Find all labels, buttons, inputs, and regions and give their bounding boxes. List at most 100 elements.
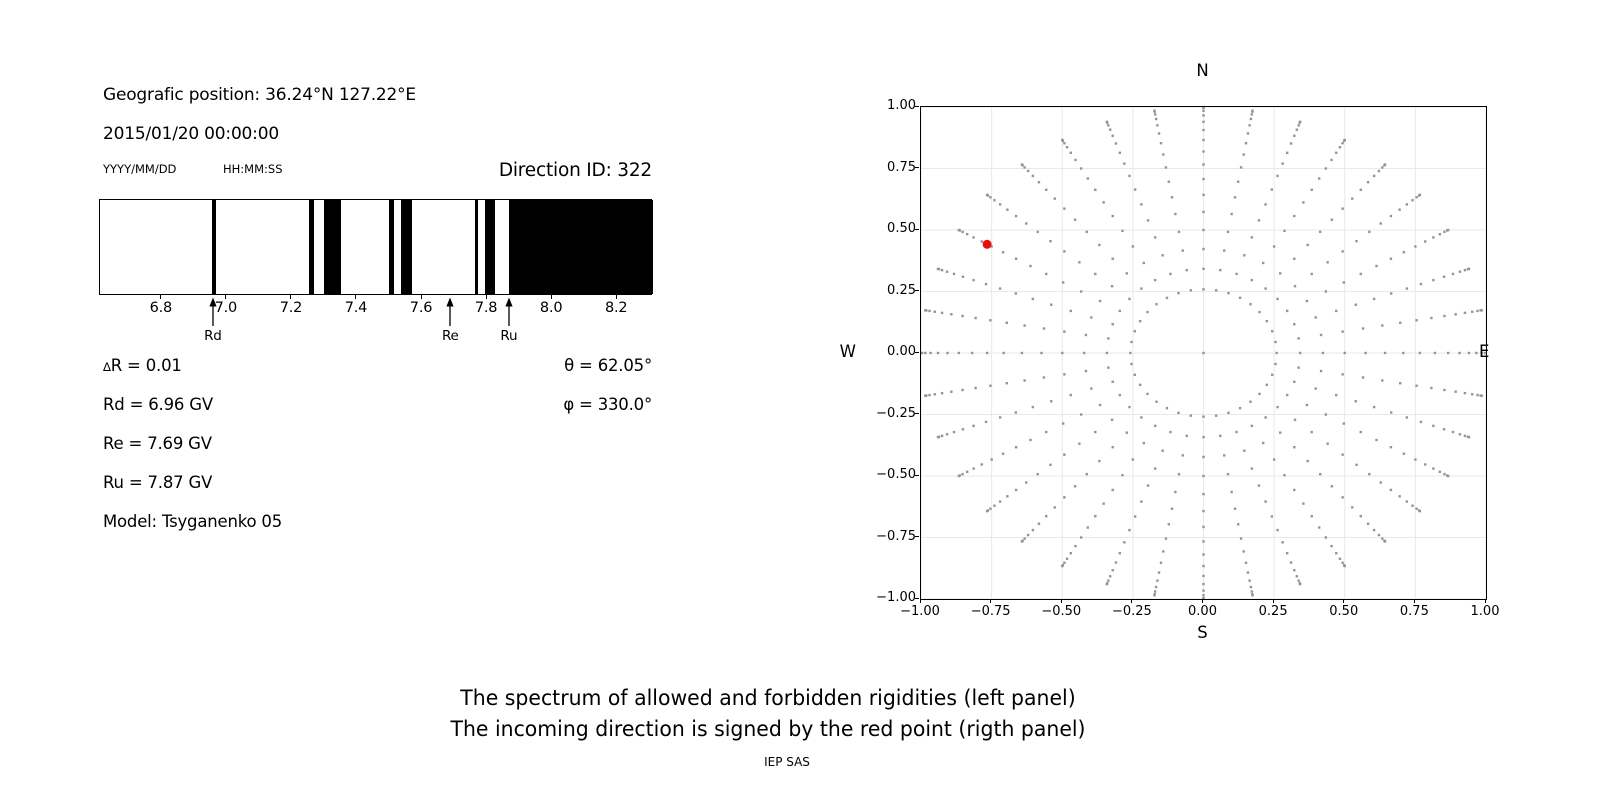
direction-dot (1381, 324, 1384, 327)
direction-dot (1476, 393, 1479, 397)
skymap-y-tick-label: −0.25 (876, 405, 916, 421)
direction-dot (1084, 333, 1088, 337)
direction-dot (1108, 575, 1112, 578)
direction-dot (1050, 400, 1053, 403)
direction-dot (1086, 177, 1089, 180)
direction-dot (1226, 230, 1230, 234)
direction-dot (1031, 405, 1035, 409)
direction-dot (1310, 188, 1313, 192)
direction-dot (1045, 188, 1048, 192)
direction-dot (1293, 569, 1296, 572)
skymap-y-tick (915, 228, 919, 230)
direction-dot (1202, 210, 1205, 214)
direction-dot (1086, 526, 1089, 529)
direction-dot (961, 388, 964, 392)
direction-dot (933, 393, 936, 396)
direction-dot (1014, 446, 1018, 449)
direction-dot (945, 270, 949, 273)
spectrum-x-tick-label: 8.0 (539, 300, 563, 316)
direction-dot (1094, 430, 1097, 434)
re-value: Re = 7.69 GV (103, 434, 212, 453)
direction-dot (1063, 496, 1066, 499)
direction-dot (1031, 528, 1035, 532)
direction-dot (1318, 177, 1321, 180)
direction-dot (1355, 463, 1358, 467)
direction-dot (1098, 459, 1101, 463)
direction-dot (1029, 264, 1032, 268)
up-arrow-icon (505, 297, 513, 326)
direction-dot (1321, 351, 1325, 355)
spectrum-x-tick-label: 7.2 (279, 300, 303, 316)
direction-dot (929, 351, 932, 355)
direction-dot (1123, 162, 1126, 165)
spectrum-x-tick-label: 8.2 (604, 300, 628, 316)
direction-dot (1146, 310, 1149, 314)
direction-dot (1202, 163, 1205, 166)
direction-dot (1202, 582, 1205, 586)
direction-dot (1061, 564, 1064, 568)
direction-dot (1023, 537, 1026, 540)
skymap-x-tick-label: −1.00 (900, 604, 940, 619)
direction-dot (1177, 230, 1181, 234)
direction-dot (1130, 340, 1133, 344)
skymap-y-tick-label: −0.75 (876, 528, 916, 544)
direction-dot (1049, 463, 1052, 467)
direction-dot (1154, 585, 1158, 589)
direction-dot (1305, 299, 1309, 303)
direction-dot (924, 351, 927, 355)
direction-dot (1261, 441, 1265, 445)
direction-dot (1319, 369, 1323, 373)
direction-dot (1042, 376, 1046, 379)
direction-dot (1285, 393, 1289, 397)
direction-dot (1281, 541, 1284, 544)
direction-dot (1271, 373, 1274, 376)
allowed-band (401, 200, 412, 294)
direction-dot (1202, 589, 1205, 592)
direction-dot (1063, 250, 1066, 253)
direction-dot (1383, 540, 1387, 543)
direction-dot (1235, 272, 1238, 276)
direction-dot (1343, 138, 1346, 142)
direction-dot (1014, 214, 1018, 218)
direction-dot (1105, 120, 1109, 124)
direction-dot (1111, 257, 1114, 260)
direction-dot (1310, 430, 1313, 434)
direction-dot (1446, 228, 1450, 232)
direction-dot (1114, 142, 1118, 145)
direction-dot (1177, 291, 1180, 295)
skymap-y-tick-label: 0.25 (887, 282, 916, 298)
skymap-y-tick-label: −0.50 (876, 467, 916, 482)
direction-dot (1170, 507, 1174, 510)
direction-dot (1161, 254, 1164, 257)
direction-dot (1424, 463, 1427, 466)
direction-dot (1001, 251, 1005, 254)
direction-dot (1140, 416, 1143, 419)
direction-dot (1279, 272, 1282, 275)
direction-dot (1372, 528, 1376, 532)
direction-dot (989, 507, 992, 510)
direction-dot (1314, 316, 1317, 319)
direction-dot (1458, 433, 1462, 436)
direction-dot (1258, 310, 1261, 314)
direction-dot (1319, 230, 1322, 234)
direction-dot (1020, 351, 1024, 355)
direction-dot (1111, 446, 1114, 449)
spectrum-x-tick (290, 295, 292, 299)
direction-dot (1111, 380, 1114, 383)
direction-dot (1053, 506, 1056, 509)
direction-dot (1142, 261, 1146, 265)
direction-dot (1443, 314, 1446, 318)
direction-dot (1341, 453, 1344, 456)
compass-east-label: E (1479, 342, 1490, 361)
direction-dot (1102, 502, 1105, 505)
direction-dot (1111, 214, 1114, 218)
direction-dot (952, 272, 956, 276)
skymap-x-tick-label: 0.00 (1188, 604, 1217, 619)
direction-dot (1297, 124, 1300, 127)
direction-dot (1283, 473, 1286, 477)
direction-dot (1330, 485, 1334, 488)
direction-dot (1040, 351, 1043, 355)
direction-dot (1341, 330, 1344, 333)
direction-dot (1285, 151, 1289, 155)
direction-dot (1324, 167, 1328, 170)
